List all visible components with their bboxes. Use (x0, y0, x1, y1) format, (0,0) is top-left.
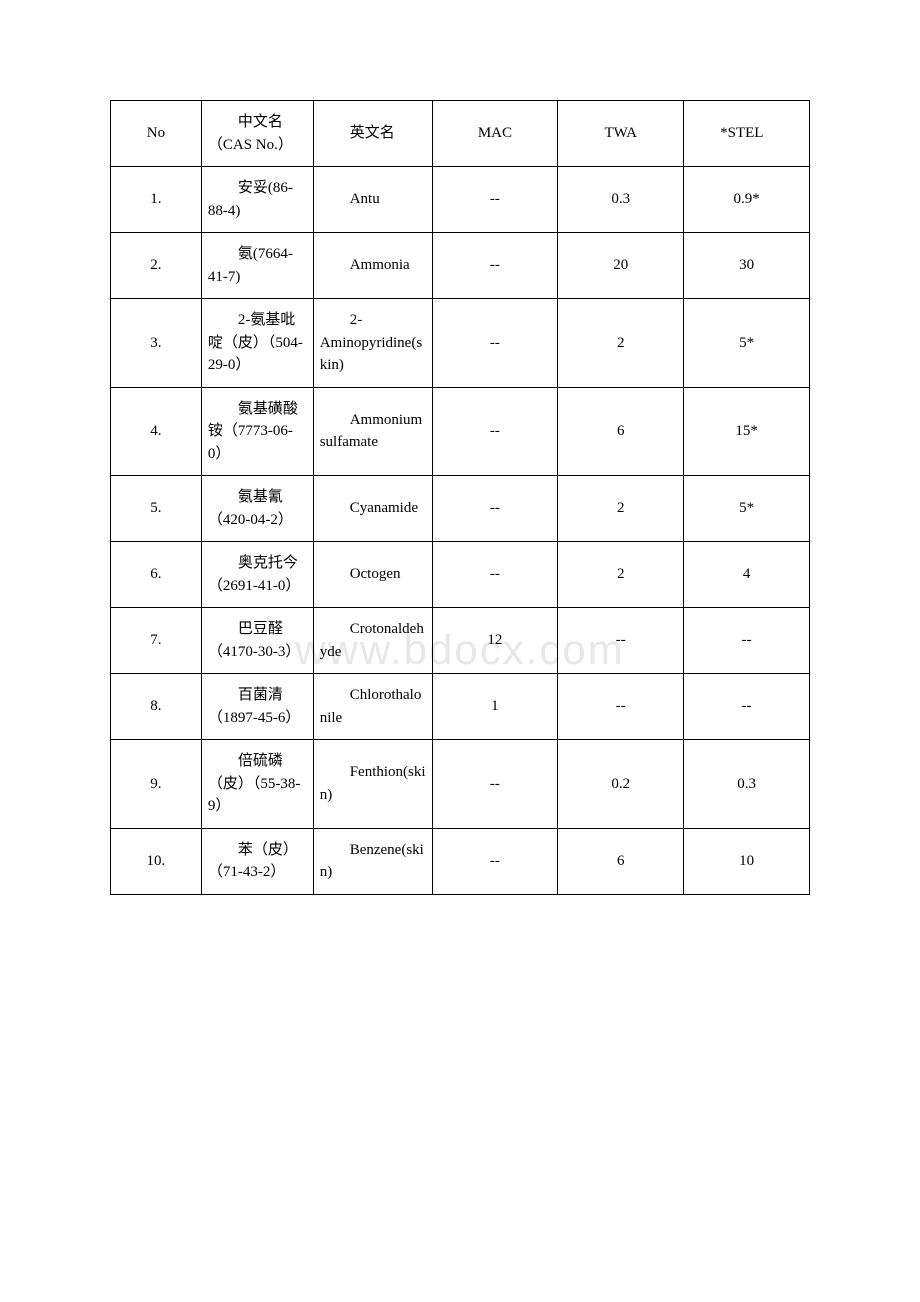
cell-no: 4. (111, 387, 202, 476)
cell-no: 5. (111, 476, 202, 542)
cell-mac: -- (432, 167, 558, 233)
cell-twa: 2 (558, 476, 684, 542)
table-row: 9. 倍硫磷（皮）（55-38-9） Fenthion(skin) -- 0.2… (111, 740, 810, 829)
cell-twa: 6 (558, 828, 684, 894)
cell-en: Benzene(skin) (313, 828, 432, 894)
cell-cn: 安妥(86-88-4) (201, 167, 313, 233)
cell-no: 9. (111, 740, 202, 829)
cell-cn: 倍硫磷（皮）（55-38-9） (201, 740, 313, 829)
cell-twa: 2 (558, 542, 684, 608)
table-row: 6. 奥克托今（2691-41-0） Octogen -- 2 4 (111, 542, 810, 608)
cell-mac: -- (432, 233, 558, 299)
cell-mac: 12 (432, 608, 558, 674)
chemical-limits-table: No 中文名（CAS No.） 英文名 MAC TWA *STEL 1. 安妥(… (110, 100, 810, 895)
cell-en: Antu (313, 167, 432, 233)
table-row: 10. 苯（皮）（71-43-2） Benzene(skin) -- 6 10 (111, 828, 810, 894)
cell-stel: -- (684, 674, 810, 740)
header-en: 英文名 (313, 101, 432, 167)
cell-stel: 30 (684, 233, 810, 299)
cell-cn: 巴豆醛（4170-30-3） (201, 608, 313, 674)
cell-cn: 奥克托今（2691-41-0） (201, 542, 313, 608)
table-header-row: No 中文名（CAS No.） 英文名 MAC TWA *STEL (111, 101, 810, 167)
table-container: No 中文名（CAS No.） 英文名 MAC TWA *STEL 1. 安妥(… (110, 100, 810, 895)
cell-stel: 15* (684, 387, 810, 476)
cell-no: 8. (111, 674, 202, 740)
cell-no: 6. (111, 542, 202, 608)
cell-en: Crotonaldehyde (313, 608, 432, 674)
cell-cn: 苯（皮）（71-43-2） (201, 828, 313, 894)
table-row: 7. 巴豆醛（4170-30-3） Crotonaldehyde 12 -- -… (111, 608, 810, 674)
table-row: 3. 2-氨基吡啶（皮）（504-29-0） 2-Aminopyridine(s… (111, 299, 810, 388)
cell-mac: -- (432, 299, 558, 388)
table-row: 8. 百菌清（1897-45-6） Chlorothalonile 1 -- -… (111, 674, 810, 740)
table-row: 4. 氨基磺酸铵（7773-06-0） Ammonium sulfamate -… (111, 387, 810, 476)
header-twa: TWA (558, 101, 684, 167)
cell-twa: 2 (558, 299, 684, 388)
cell-cn: 2-氨基吡啶（皮）（504-29-0） (201, 299, 313, 388)
cell-en: Ammonium sulfamate (313, 387, 432, 476)
cell-cn: 氨基氰（420-04-2） (201, 476, 313, 542)
table-body: No 中文名（CAS No.） 英文名 MAC TWA *STEL 1. 安妥(… (111, 101, 810, 895)
cell-no: 10. (111, 828, 202, 894)
cell-en: Fenthion(skin) (313, 740, 432, 829)
cell-mac: -- (432, 740, 558, 829)
cell-no: 3. (111, 299, 202, 388)
cell-stel: 4 (684, 542, 810, 608)
cell-twa: -- (558, 608, 684, 674)
cell-no: 7. (111, 608, 202, 674)
cell-cn: 百菌清（1897-45-6） (201, 674, 313, 740)
cell-mac: -- (432, 828, 558, 894)
cell-cn: 氨(7664-41-7) (201, 233, 313, 299)
cell-stel: 0.9* (684, 167, 810, 233)
table-row: 5. 氨基氰（420-04-2） Cyanamide -- 2 5* (111, 476, 810, 542)
cell-twa: 0.3 (558, 167, 684, 233)
cell-cn: 氨基磺酸铵（7773-06-0） (201, 387, 313, 476)
cell-twa: 0.2 (558, 740, 684, 829)
cell-en: Cyanamide (313, 476, 432, 542)
cell-mac: -- (432, 476, 558, 542)
cell-stel: 10 (684, 828, 810, 894)
cell-stel: 0.3 (684, 740, 810, 829)
cell-stel: -- (684, 608, 810, 674)
cell-mac: -- (432, 542, 558, 608)
cell-no: 1. (111, 167, 202, 233)
header-mac: MAC (432, 101, 558, 167)
cell-mac: 1 (432, 674, 558, 740)
cell-stel: 5* (684, 299, 810, 388)
cell-en: Chlorothalonile (313, 674, 432, 740)
cell-twa: -- (558, 674, 684, 740)
cell-no: 2. (111, 233, 202, 299)
cell-stel: 5* (684, 476, 810, 542)
table-row: 2. 氨(7664-41-7) Ammonia -- 20 30 (111, 233, 810, 299)
header-no: No (111, 101, 202, 167)
cell-en: Octogen (313, 542, 432, 608)
cell-en: 2-Aminopyridine(skin) (313, 299, 432, 388)
cell-twa: 20 (558, 233, 684, 299)
header-stel: *STEL (684, 101, 810, 167)
cell-twa: 6 (558, 387, 684, 476)
header-cn: 中文名（CAS No.） (201, 101, 313, 167)
table-row: 1. 安妥(86-88-4) Antu -- 0.3 0.9* (111, 167, 810, 233)
cell-en: Ammonia (313, 233, 432, 299)
cell-mac: -- (432, 387, 558, 476)
